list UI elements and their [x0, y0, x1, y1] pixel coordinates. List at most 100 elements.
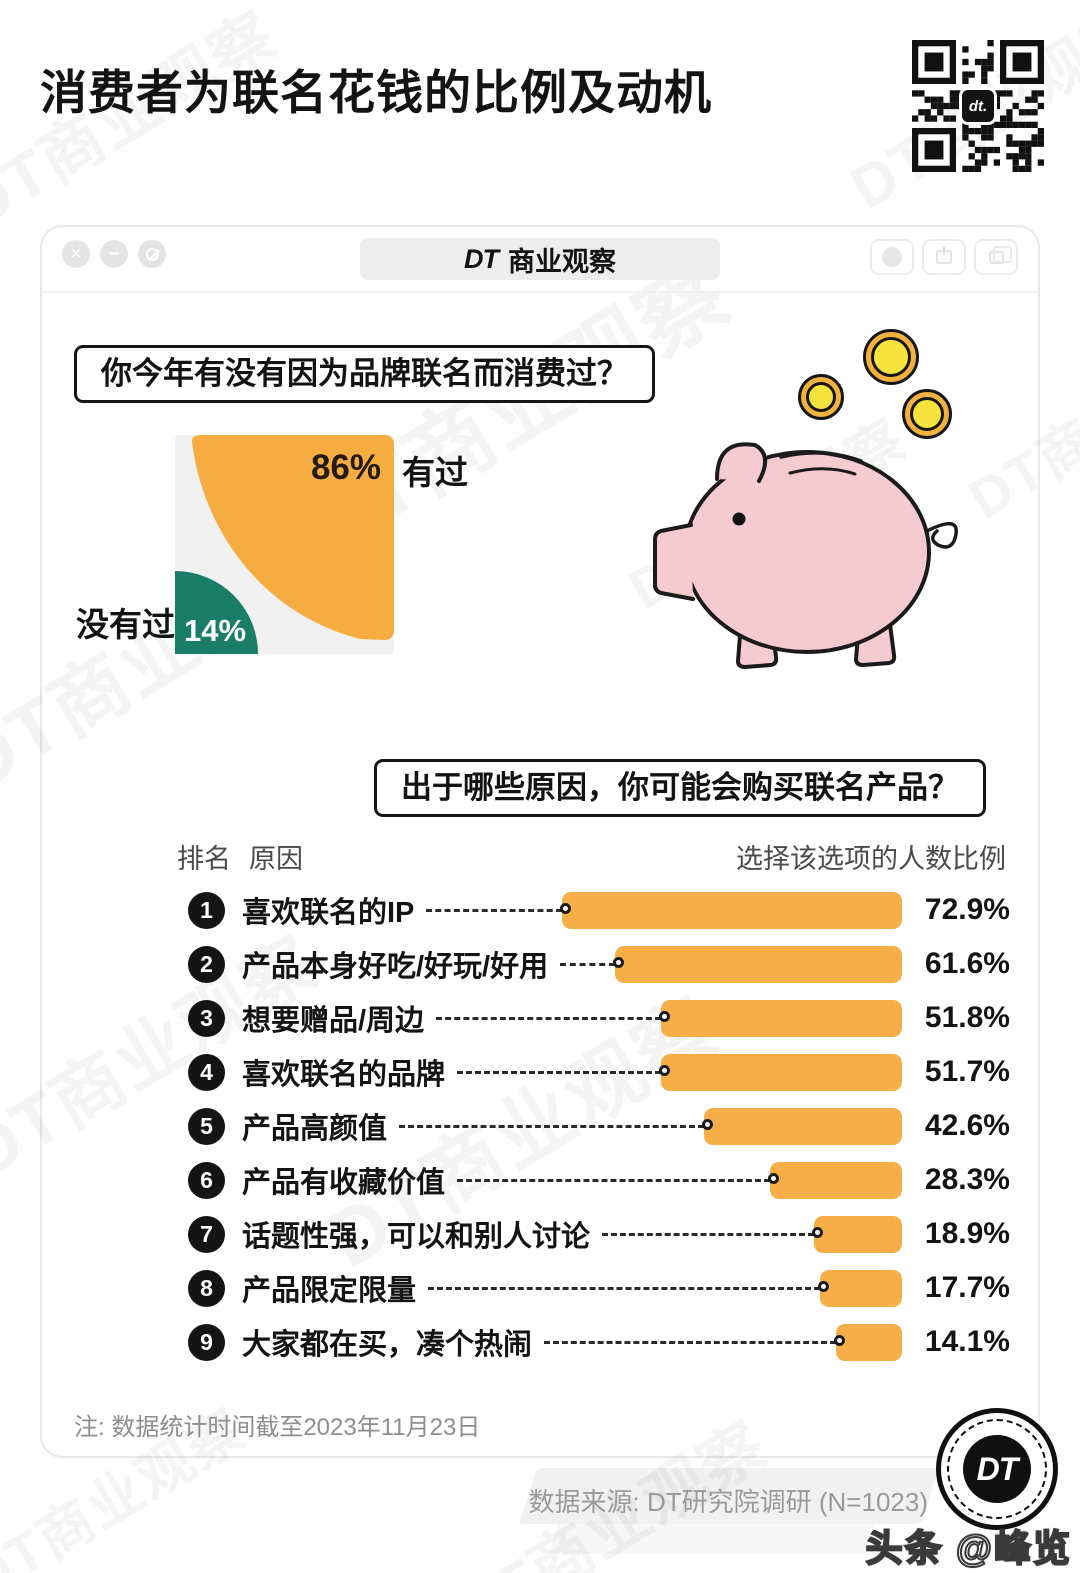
column-headers-left: 排名 原因 [177, 837, 303, 876]
rank-badge: 9 [188, 1323, 225, 1361]
leader-line [426, 902, 572, 914]
value-label: 28.3% [924, 1163, 1010, 1196]
table-row: 1 喜欢联名的IP 72.9% [188, 883, 1010, 937]
pie-chart: 86% 14% [175, 435, 394, 654]
piggy-bank-illustration [653, 442, 958, 669]
reason-label: 喜欢联名的品牌 [242, 1059, 446, 1091]
connector-dot-icon [768, 1172, 780, 1184]
window-titlebar: ✕ − DT 商业观察 [42, 227, 1038, 293]
value-bar [660, 999, 902, 1037]
copy-icon [988, 245, 1012, 264]
connector-dot-icon [658, 1010, 670, 1022]
table-row: 7 话题性强，可以和别人讨论 18.9% [188, 1207, 1010, 1261]
leader-line [560, 956, 624, 968]
pie-label-no: 没有过 [76, 606, 175, 643]
value-label: 18.9% [924, 1217, 1010, 1250]
dashed-ring-icon [947, 1419, 1047, 1519]
qr-center-logo: dt. [959, 87, 997, 125]
dt-logo-text: DT [976, 1450, 1019, 1487]
value-bar [770, 1161, 902, 1199]
block-icon[interactable] [138, 240, 166, 268]
leader-line [544, 1334, 846, 1346]
dt-logo-text: DT [464, 243, 499, 274]
table-row: 6 产品有收藏价值 28.3% [188, 1153, 1010, 1207]
copy-button[interactable] [974, 239, 1018, 275]
header-reason: 原因 [249, 844, 303, 874]
rank-badge: 3 [188, 999, 225, 1037]
reason-label: 话题性强，可以和别人讨论 [242, 1221, 591, 1253]
corner-watermark: 头条 @峰览 [865, 1527, 1072, 1570]
value-bar [836, 1323, 902, 1361]
value-bar [562, 891, 902, 929]
leader-line [457, 1172, 780, 1184]
coin-icon [902, 389, 952, 439]
record-button[interactable] [870, 239, 914, 275]
leader-line [436, 1010, 670, 1022]
pie-label-yes: 有过 [402, 454, 468, 491]
table-row: 8 产品限定限量 17.7% [188, 1261, 1010, 1315]
value-label: 17.7% [924, 1271, 1010, 1304]
connector-dot-icon [834, 1334, 846, 1346]
header-rank: 排名 [177, 844, 231, 874]
share-button[interactable] [922, 239, 966, 275]
table-row: 3 想要赠品/周边 51.8% [188, 991, 1010, 1045]
reason-label: 产品有收藏价值 [242, 1167, 446, 1199]
connector-dot-icon [701, 1118, 713, 1130]
qr-code: dt. [912, 40, 1044, 172]
coin-icon [798, 374, 844, 420]
minimize-icon[interactable]: − [100, 240, 128, 268]
close-icon[interactable]: ✕ [62, 240, 90, 268]
report-card: ✕ − DT 商业观察 你今年有没有因为品牌联名而消费过？ [40, 225, 1040, 1458]
reason-label: 想要赠品/周边 [242, 1005, 425, 1037]
reason-label: 产品本身好吃/好玩/好用 [242, 951, 549, 983]
value-bar [813, 1215, 902, 1253]
connector-dot-icon [612, 956, 624, 968]
value-label: 51.7% [924, 1055, 1010, 1088]
dt-brand-logo: DT [936, 1408, 1058, 1530]
reason-label: 喜欢联名的IP [242, 897, 415, 929]
rank-badge: 8 [188, 1269, 225, 1307]
ranking-table: 1 喜欢联名的IP 72.9% 2 产品本身好吃/好玩/好用 61.6% 3 想… [188, 883, 1010, 1369]
rank-badge: 6 [188, 1161, 225, 1199]
value-bar [614, 945, 902, 983]
table-row: 9 大家都在买，凑个热闹 14.1% [188, 1315, 1010, 1369]
pie-value-yes: 86% [310, 448, 381, 487]
question-2: 出于哪些原因，你可能会购买联名产品？ [374, 759, 986, 817]
leader-line [602, 1226, 823, 1238]
header-value: 选择该选项的人数比例 [736, 844, 1006, 874]
reason-label: 产品限定限量 [242, 1275, 417, 1307]
connector-dot-icon [817, 1280, 829, 1292]
value-label: 72.9% [924, 893, 1010, 926]
table-row: 4 喜欢联名的品牌 51.7% [188, 1045, 1010, 1099]
circle-icon [882, 247, 902, 267]
rank-badge: 5 [188, 1107, 225, 1145]
table-row: 2 产品本身好吃/好玩/好用 61.6% [188, 937, 1010, 991]
data-note: 注: 数据统计时间截至2023年11月23日 [74, 1414, 481, 1441]
coin-icon [863, 329, 919, 385]
reason-label: 大家都在买，凑个热闹 [242, 1329, 533, 1361]
value-bar [819, 1269, 902, 1307]
value-label: 51.8% [924, 1001, 1010, 1034]
table-row: 5 产品高颜值 42.6% [188, 1099, 1010, 1153]
pie-chart-svg [175, 435, 394, 654]
value-bar [703, 1107, 902, 1145]
leader-line [399, 1118, 713, 1130]
leader-line [428, 1280, 829, 1292]
rank-badge: 4 [188, 1053, 225, 1091]
connector-dot-icon [659, 1064, 671, 1076]
page-title: 消费者为联名花钱的比例及动机 [40, 66, 712, 119]
reason-label: 产品高颜值 [242, 1113, 388, 1145]
connector-dot-icon [811, 1226, 823, 1238]
value-label: 61.6% [924, 947, 1010, 980]
rank-badge: 1 [188, 891, 225, 929]
rank-badge: 2 [188, 945, 225, 983]
value-label: 42.6% [924, 1109, 1010, 1142]
leader-line [457, 1064, 671, 1076]
value-label: 14.1% [924, 1325, 1010, 1358]
data-source: 数据来源: DT研究院调研 (N=1023) [528, 1487, 928, 1517]
value-bar [661, 1053, 902, 1091]
titlebar-label: DT 商业观察 [360, 238, 720, 280]
connector-dot-icon [560, 902, 572, 914]
question-1: 你今年有没有因为品牌联名而消费过？ [74, 345, 655, 403]
